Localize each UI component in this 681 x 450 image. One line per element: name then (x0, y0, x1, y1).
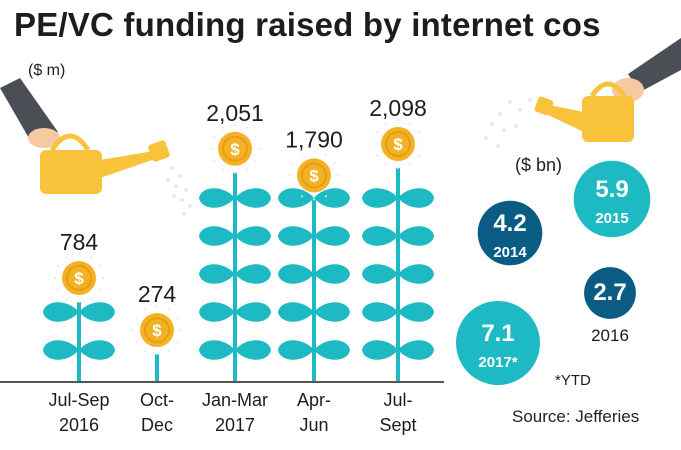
svg-text:$: $ (309, 166, 319, 185)
coin-icon: $ (210, 123, 260, 174)
bubble-point: 2.7 2016 (584, 267, 636, 345)
coin-icon: $ (373, 119, 423, 169)
x-tick-label: 2016 (59, 415, 99, 435)
x-tick-label: Jul- (383, 390, 412, 410)
watering-can-right-icon (534, 38, 681, 142)
bar-value-label: 2,098 (369, 95, 427, 121)
x-tick-label: Oct- (140, 390, 174, 410)
svg-text:$: $ (230, 140, 240, 159)
x-tick-label: Dec (141, 415, 173, 435)
x-tick-label: Apr- (297, 390, 331, 410)
unit-label-billions: ($ bn) (515, 155, 563, 175)
svg-text:$: $ (74, 269, 84, 288)
bubble-value-label: 7.1 (481, 320, 514, 347)
bubble-point: 7.1 2017* (456, 301, 540, 385)
bubble-point: 5.9 2015 (573, 160, 651, 238)
bar-value-label: 2,051 (206, 100, 264, 126)
bubble-year-label: 2016 (591, 326, 629, 345)
svg-text:$: $ (152, 321, 162, 340)
bubble-value-label: 5.9 (595, 176, 628, 203)
x-tick-label: Jan-Mar (202, 390, 268, 410)
chart-title: PE/VC funding raised by internet cos (14, 6, 601, 43)
unit-label-millions: ($ m) (28, 62, 66, 79)
bubble-point: 4.2 2014 (477, 200, 543, 266)
x-tick-label: 2017 (215, 415, 255, 435)
bubble-year-label: 2015 (595, 210, 628, 227)
bar-plant: $2,051 (199, 100, 271, 382)
bubble-value-label: 4.2 (493, 210, 526, 237)
coin-icon: $ (54, 253, 104, 304)
bar-plant: $2,098 (362, 95, 434, 382)
water-drops-right-icon (484, 98, 532, 148)
bar-plant: $274 (132, 281, 182, 382)
water-drops-left-icon (166, 166, 192, 216)
source-note: Source: Jefferies (512, 407, 640, 426)
svg-text:$: $ (393, 135, 403, 154)
bar-value-label: 1,790 (285, 126, 343, 152)
bubble-year-label: 2014 (493, 244, 527, 261)
x-tick-label: Jun (299, 415, 328, 435)
bubble-year-label: 2017* (478, 354, 517, 371)
bar-value-label: 274 (138, 281, 177, 307)
x-tick-label: Jul-Sep (48, 390, 109, 410)
bubble-value-label: 2.7 (593, 279, 626, 306)
bar-value-label: 784 (60, 229, 99, 255)
bar-plant: $784 (43, 229, 115, 382)
ytd-footnote: *YTD (555, 372, 591, 389)
coin-icon: $ (289, 150, 339, 201)
bar-plant: $1,790 (278, 126, 350, 382)
coin-icon: $ (132, 305, 182, 356)
x-tick-label: Sept (379, 415, 416, 435)
watering-can-left-icon (0, 78, 170, 194)
